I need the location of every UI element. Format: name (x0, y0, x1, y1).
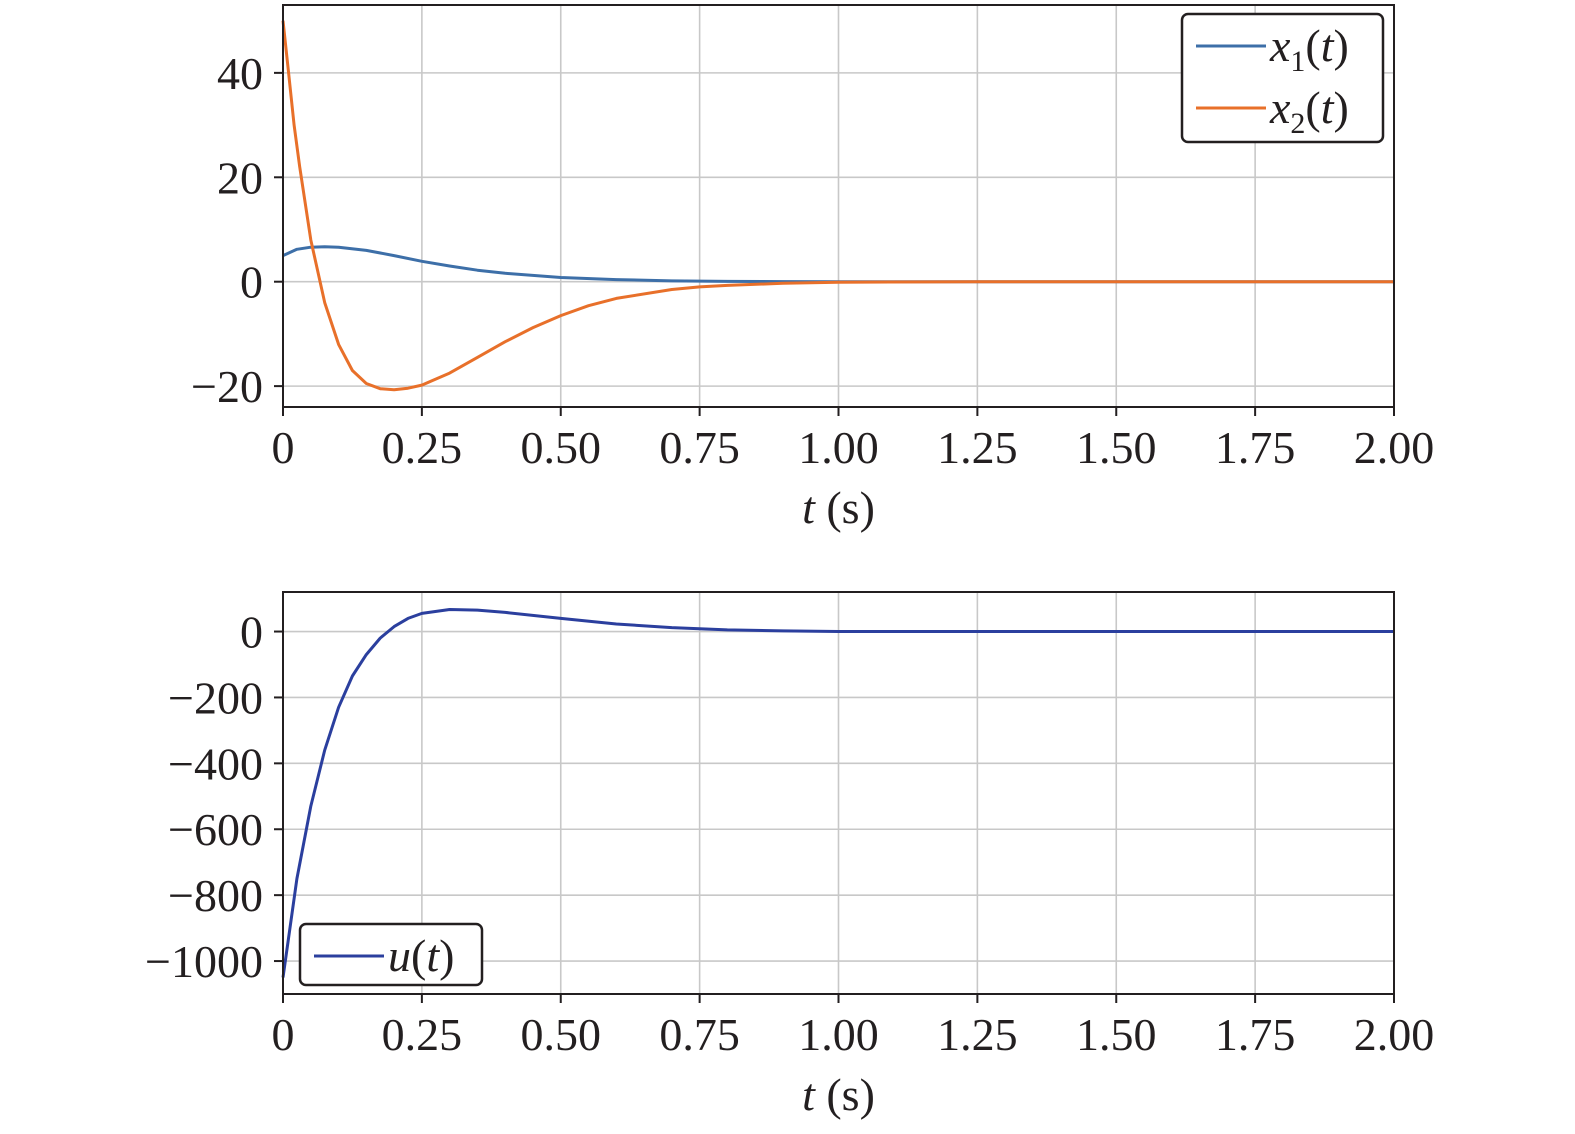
x-tick-label: 0 (272, 1009, 295, 1060)
x-tick-label: 1.75 (1215, 1009, 1296, 1060)
series-line-1 (281, 608, 1394, 978)
series-lines (281, 20, 1394, 392)
x-tick-label: 1.25 (937, 1009, 1018, 1060)
y-tick-label: −800 (168, 870, 263, 921)
x-tick-label: 1.75 (1215, 422, 1296, 473)
x-tick-label: 0.25 (382, 422, 463, 473)
y-tick-label: −1000 (145, 936, 263, 987)
y-tick-label: 0 (240, 607, 263, 658)
x-tick-label: 0.75 (659, 1009, 740, 1060)
legend: u(t) (298, 922, 484, 987)
x-tick-label: 2.00 (1354, 1009, 1435, 1060)
y-tick-label: −400 (168, 738, 263, 789)
x-axis: 0 0.25 0.50 0.75 1.00 1.25 1.50 1.75 2.00 t (s) (272, 994, 1435, 1120)
y-axis: −20 0 20 40 (191, 48, 283, 412)
x-axis-label: t (s) (802, 1069, 875, 1120)
x-tick-label: 0.75 (659, 422, 740, 473)
x-tick-label: 1.00 (798, 1009, 879, 1060)
x-tick-label: 1.50 (1076, 422, 1157, 473)
legend: x1(t)x2(t) (1180, 12, 1385, 144)
y-tick-label: 0 (240, 257, 263, 308)
x-tick-label: 1.00 (798, 422, 879, 473)
x-axis: 0 0.25 0.50 0.75 1.00 1.25 1.50 1.75 2.00 t (s) (272, 407, 1435, 533)
x-tick-label: 0.50 (521, 422, 602, 473)
x-tick-label: 1.25 (937, 422, 1018, 473)
x-axis-label: t (s) (802, 482, 875, 533)
y-axis: −1000 −800 −600 −400 −200 0 (145, 607, 283, 987)
y-tick-label: −600 (168, 804, 263, 855)
chart-2: 0 0.25 0.50 0.75 1.00 1.25 1.50 1.75 2.00 t (s) −1… (145, 591, 1435, 1120)
legend-box (298, 922, 484, 987)
x-tick-label: 2.00 (1354, 422, 1435, 473)
y-tick-label: 20 (217, 152, 263, 203)
y-tick-label: 40 (217, 48, 263, 99)
x-tick-label: 0.50 (521, 1009, 602, 1060)
x-tick-label: 0.25 (382, 1009, 463, 1060)
y-tick-label: −20 (191, 361, 263, 412)
x-tick-label: 1.50 (1076, 1009, 1157, 1060)
legend-label-2: x2(t) (1269, 82, 1349, 140)
legend-label-1: x1(t) (1269, 20, 1349, 78)
chart-1: 0 0.25 0.50 0.75 1.00 1.25 1.50 1.75 2.00 t (s) −2… (191, 4, 1435, 533)
legend-label-1: u(t) (388, 930, 454, 981)
series-line-2 (281, 20, 1394, 392)
y-tick-label: −200 (168, 672, 263, 723)
series-lines (281, 608, 1394, 978)
x-tick-label: 0 (272, 422, 295, 473)
